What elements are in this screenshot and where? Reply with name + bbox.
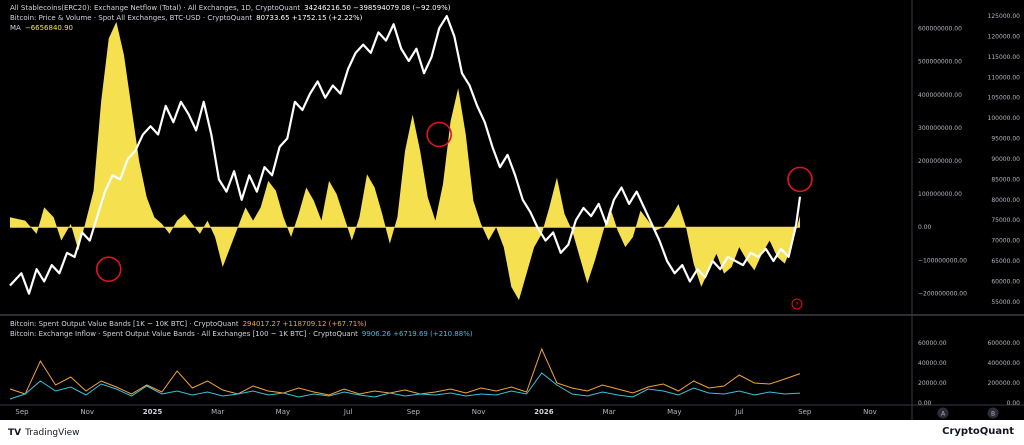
price-tick: 120000.00 <box>988 33 1021 40</box>
circle-marker <box>787 166 813 193</box>
circle-marker <box>95 256 122 282</box>
price-tick: 85000.00 <box>991 176 1020 183</box>
svg-text:B: B <box>991 411 995 418</box>
legend-price-values: 80733.65 +1752.15 (+2.22%) <box>256 14 363 22</box>
time-tick: Mar <box>211 408 224 416</box>
time-tick: May <box>276 408 290 416</box>
netflow-tick: 400000000.00 <box>918 92 962 99</box>
tradingview-label: TradingView <box>25 428 80 438</box>
tradingview-mark-icon: TV <box>8 428 22 438</box>
spent-tick: 200000.00 <box>988 380 1021 387</box>
time-tick: Nov <box>80 408 94 416</box>
legend-spent: Bitcoin: Spent Output Value Bands [1K ~ … <box>10 319 473 329</box>
time-tick: Nov <box>863 408 877 416</box>
tradingview-logo[interactable]: TV TradingView <box>8 428 80 438</box>
alert-icon[interactable]: ? <box>791 298 803 310</box>
price-axis: 125000.00 120000.00 115000.00 110000.00 1050… <box>988 13 1021 306</box>
circle-markers <box>95 121 813 282</box>
price-tick: 115000.00 <box>988 54 1021 61</box>
netflow-tick: 200000000.00 <box>918 158 962 165</box>
svg-text:?: ? <box>795 302 798 309</box>
netflow-tick: 100000000.00 <box>918 191 962 198</box>
cryptoquant-label: CryptoQuant <box>942 426 1014 437</box>
time-tick: Jul <box>734 408 744 416</box>
price-tick: 105000.00 <box>988 95 1021 102</box>
inflow-100-1k-line <box>9 372 801 400</box>
price-tick: 65000.00 <box>991 258 1020 265</box>
spent-axis: 600000.00 400000.00 200000.00 0.00 <box>988 340 1021 407</box>
netflow-area <box>10 21 800 301</box>
legend-price-label: Bitcoin: Price & Volume · Spot All Excha… <box>10 14 253 22</box>
legend-inflow-values: 9906.26 +6719.69 (+210.88%) <box>361 330 473 338</box>
price-line <box>9 14 802 295</box>
legend-price: Bitcoin: Price & Volume · Spot All Excha… <box>10 13 450 23</box>
time-tick: Sep <box>15 408 29 416</box>
time-tick: Sep <box>798 408 812 416</box>
price-tick: 80000.00 <box>991 197 1020 204</box>
price-tick: 125000.00 <box>988 13 1021 20</box>
legend-netflow-label: All Stablecoins(ERC20): Exchange Netflow… <box>10 4 301 12</box>
netflow-tick: −100000000.00 <box>918 257 967 264</box>
top-legend: All Stablecoins(ERC20): Exchange Netflow… <box>10 3 450 33</box>
time-tick: Nov <box>472 408 486 416</box>
netflow-tick: 0.00 <box>918 224 932 231</box>
spent-tick: 400000.00 <box>988 360 1021 367</box>
time-tick: 2026 <box>534 408 554 416</box>
cryptoquant-logo[interactable]: CryptoQuant <box>942 426 1014 437</box>
legend-inflow-label: Bitcoin: Exchange Inflow · Spent Output … <box>10 330 358 338</box>
netflow-tick: 300000000.00 <box>918 125 962 132</box>
price-tick: 70000.00 <box>991 238 1020 245</box>
chart-background <box>0 0 1024 420</box>
legend-netflow-values: 34246216.50 −398594079.08 (−92.09%) <box>304 4 451 12</box>
price-tick: 90000.00 <box>991 156 1020 163</box>
legend-ma-values: −6656840.90 <box>24 24 74 32</box>
spent-output-pane <box>9 347 801 400</box>
legend-netflow: All Stablecoins(ERC20): Exchange Netflow… <box>10 3 450 13</box>
price-tick: 110000.00 <box>988 74 1021 81</box>
inflow-tick: 20000.00 <box>918 380 947 387</box>
auto-scale-button[interactable]: A <box>937 407 949 419</box>
legend-spent-label: Bitcoin: Spent Output Value Bands [1K ~ … <box>10 320 239 328</box>
time-tick: 2025 <box>143 408 163 416</box>
inflow-tick: 0.00 <box>918 400 932 407</box>
legend-inflow: Bitcoin: Exchange Inflow · Spent Output … <box>10 329 473 339</box>
bottom-legend: Bitcoin: Spent Output Value Bands [1K ~ … <box>10 319 473 339</box>
netflow-tick: 600000000.00 <box>918 26 962 33</box>
time-tick: Mar <box>602 408 615 416</box>
footer-bar: TV TradingView CryptoQuant <box>0 420 1024 445</box>
price-tick: 55000.00 <box>991 299 1020 306</box>
time-tick: May <box>667 408 681 416</box>
time-tick: Jul <box>343 408 353 416</box>
time-axis: Sep Nov 2025 Mar May Jul Sep Nov 2026 Mar May Jul Se… <box>15 408 876 416</box>
time-tick: Sep <box>407 408 421 416</box>
inflow-tick: 60000.00 <box>918 340 947 347</box>
price-tick: 75000.00 <box>991 217 1020 224</box>
price-tick: 100000.00 <box>988 115 1021 122</box>
inflow-axis: 60000.00 40000.00 20000.00 0.00 <box>918 340 947 407</box>
legend-ma-label: MA <box>10 24 21 32</box>
circle-marker <box>426 121 452 148</box>
inflow-tick: 40000.00 <box>918 360 947 367</box>
svg-text:A: A <box>941 411 946 418</box>
price-tick: 60000.00 <box>991 278 1020 285</box>
price-tick: 95000.00 <box>991 136 1020 143</box>
spent-1k-10k-line <box>9 347 801 396</box>
netflow-price-pane <box>9 14 802 301</box>
log-scale-button[interactable]: B <box>987 407 999 419</box>
netflow-axis: 600000000.00 500000000.00 400000000.00 3000… <box>918 26 967 298</box>
legend-ma: MA −6656840.90 <box>10 23 450 33</box>
netflow-tick: 500000000.00 <box>918 59 962 66</box>
netflow-tick: −200000000.00 <box>918 290 967 297</box>
legend-spent-values: 294017.27 +118709.12 (+67.71%) <box>242 320 367 328</box>
spent-tick: 0.00 <box>1007 400 1021 407</box>
spent-tick: 600000.00 <box>988 340 1021 347</box>
